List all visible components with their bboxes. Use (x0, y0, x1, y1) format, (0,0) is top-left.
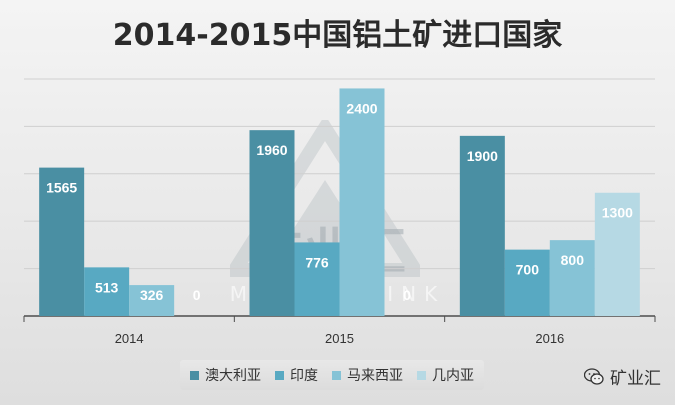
bar-value-label: 0 (193, 287, 201, 303)
bar-value-label: 1565 (46, 180, 77, 196)
legend-item: 澳大利亚 (190, 365, 261, 385)
legend-label: 印度 (290, 368, 318, 384)
bar-2014-2 (129, 285, 175, 316)
legend-swatch (417, 370, 426, 380)
legend-swatch (275, 370, 284, 380)
x-tick-label: 2014 (115, 331, 144, 346)
brand: 矿业汇 (584, 364, 661, 389)
bar-2016-2 (549, 240, 595, 316)
bar-value-label: 1900 (467, 148, 498, 164)
bar-value-label: 1960 (256, 142, 287, 158)
legend-item: 马来西亚 (332, 365, 403, 385)
x-tick-label: 2015 (325, 331, 354, 346)
x-tick-label: 2016 (535, 331, 564, 346)
bar-2015-2 (339, 88, 385, 316)
legend-item: 几内亚 (417, 365, 474, 385)
legend-label: 澳大利亚 (205, 368, 261, 384)
brand-text: 矿业汇 (610, 369, 661, 389)
legend-label: 马来西亚 (347, 368, 403, 384)
legend-item: 印度 (275, 365, 318, 385)
bar-value-label: 700 (516, 262, 540, 278)
legend: 澳大利亚 印度 马来西亚 几内亚 (180, 360, 484, 390)
bar-2016-1 (504, 249, 550, 316)
bar-2014-1 (84, 267, 130, 316)
bar-value-label: 513 (95, 279, 119, 295)
legend-swatch (190, 370, 199, 380)
bar-2016-0 (459, 135, 505, 316)
bar-value-label: 1300 (602, 205, 633, 221)
bar-2016-3 (594, 192, 640, 316)
bar-2015-1 (294, 242, 340, 316)
bar-2015-0 (249, 130, 295, 316)
bar-value-label: 0 (403, 287, 411, 303)
legend-label: 几内亚 (432, 368, 474, 384)
bar-value-label: 800 (561, 252, 585, 268)
bar-2014-0 (39, 167, 85, 316)
legend-swatch (332, 370, 341, 380)
wechat-icon (584, 367, 604, 385)
bar-value-label: 2400 (346, 100, 377, 116)
bar-value-label: 776 (305, 254, 329, 270)
chart-title: 2014-2015中国铝土矿进口国家 (112, 18, 563, 53)
bar-value-label: 326 (140, 287, 164, 303)
